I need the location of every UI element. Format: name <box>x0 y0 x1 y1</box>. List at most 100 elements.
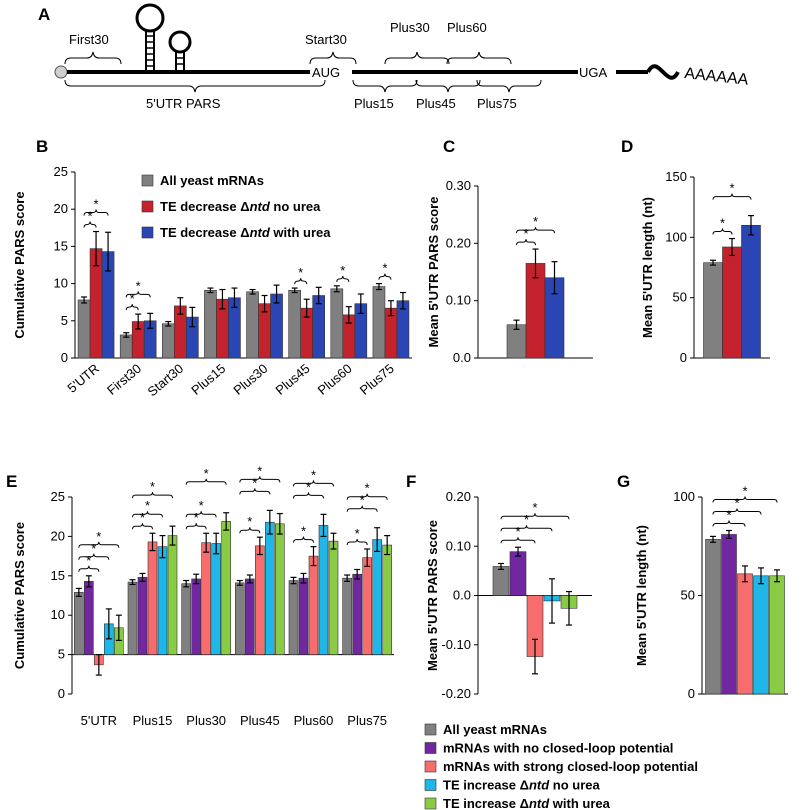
y-tick-label: 150 <box>665 169 687 184</box>
y-tick-label: 25 <box>54 164 68 179</box>
first30-bracket <box>64 51 122 65</box>
significance-star: * <box>382 261 387 276</box>
legend-swatch <box>141 226 154 239</box>
bar <box>492 566 510 596</box>
aug-label: AUG <box>312 65 340 80</box>
bar <box>509 551 527 596</box>
significance-star: * <box>729 181 734 196</box>
x-tick-label: First30 <box>104 361 144 398</box>
utr-bracket <box>64 79 326 93</box>
bar <box>157 546 168 655</box>
significance-bracket <box>500 513 570 520</box>
bar <box>705 539 721 695</box>
significance-bracket <box>346 505 378 512</box>
stem-loop-1-icon <box>135 3 165 72</box>
significance-bracket <box>516 239 536 246</box>
y-tick-label: 50 <box>673 290 687 305</box>
start30-bracket <box>309 51 357 65</box>
x-tick-label: Start30 <box>144 361 186 399</box>
legend-swatch <box>424 797 437 810</box>
y-tick-label: 0 <box>61 350 68 365</box>
plus30-label: Plus30 <box>390 20 430 35</box>
y-tick-label: 15 <box>51 568 65 583</box>
legend-swatch <box>424 760 437 773</box>
significance-bracket <box>78 553 110 560</box>
utr-label: 5'UTR PARS <box>146 96 221 111</box>
bar <box>181 583 191 655</box>
y-tick-label: 0.10 <box>446 538 471 553</box>
bar <box>722 246 742 359</box>
bar <box>342 577 352 655</box>
significance-bracket <box>293 536 314 543</box>
legend-swatch <box>424 742 437 754</box>
x-tick-label: Plus60 <box>315 361 355 398</box>
panel-a-diagram: A AUG UGA AAAAAA F <box>38 3 750 111</box>
x-tick-label: Plus60 <box>294 713 334 728</box>
bar <box>147 541 158 655</box>
y-axis-title: Mean 5'UTR length (nt) <box>634 525 649 666</box>
significance-bracket <box>132 511 163 518</box>
panel-letter-b: B <box>36 137 48 156</box>
significance-star: * <box>199 498 204 513</box>
significance-star: * <box>720 216 725 231</box>
significance-bracket <box>185 478 227 485</box>
y-axis-title: Cumulative PARS score <box>12 191 27 338</box>
uga-label: UGA <box>579 65 608 80</box>
bar <box>204 289 217 359</box>
panel-letter-e: E <box>6 472 17 491</box>
bar <box>737 573 753 695</box>
chart-f: -0.20 -0.10 0.0 0.10 0.20 Mean 5'UTR PARS sco… <box>425 489 592 701</box>
significance-bracket <box>239 488 271 495</box>
significance-star: * <box>86 553 91 568</box>
plus75-label: Plus75 <box>477 96 517 111</box>
legend-swatch <box>424 779 437 791</box>
significance-star: * <box>194 510 199 525</box>
plus75-bracket <box>476 79 542 93</box>
y-axis-title: Mean 5'UTR PARS score <box>425 520 440 671</box>
significance-star: * <box>726 507 731 522</box>
y-tick-label: 0 <box>688 686 695 701</box>
significance-bracket <box>712 520 746 527</box>
significance-bracket <box>83 221 97 228</box>
chart-d: 0 50 100 150 Mean 5'UTR length (nt) * * <box>640 169 770 365</box>
significance-bracket <box>185 511 217 518</box>
bar <box>211 543 221 655</box>
bar <box>275 523 285 655</box>
bar <box>769 575 785 695</box>
significance-star: * <box>298 265 303 280</box>
significance-star: * <box>136 278 141 293</box>
x-tick-label: Plus30 <box>230 361 270 398</box>
significance-bracket <box>346 493 388 500</box>
plus60-bracket <box>446 51 512 65</box>
significance-star: * <box>360 493 365 508</box>
bar <box>127 581 138 655</box>
bar <box>137 577 148 655</box>
plus15-label: Plus15 <box>354 96 394 111</box>
bar <box>352 573 362 655</box>
plus45-bracket <box>415 79 481 93</box>
significance-star: * <box>94 197 99 212</box>
bar <box>721 534 737 695</box>
x-tick-label: Plus45 <box>240 713 280 728</box>
significance-star: * <box>524 512 529 527</box>
bar <box>270 293 283 359</box>
bar <box>741 224 761 359</box>
bar <box>328 540 339 655</box>
significance-star: * <box>130 291 135 306</box>
x-tick-label: Plus15 <box>133 713 173 728</box>
y-tick-label: 15 <box>54 238 68 253</box>
significance-bracket <box>132 492 173 499</box>
y-tick-label: -0.10 <box>441 637 471 652</box>
squiggle-icon <box>646 64 680 80</box>
legend-label: TE decrease Δntd with urea <box>160 225 331 240</box>
bar <box>119 334 133 359</box>
significance-star: * <box>91 541 96 556</box>
chart-e: 0 5 10 15 20 25 Cumulative PARS score 5'UTR Plus… <box>12 463 394 728</box>
legend-swatch <box>141 174 154 187</box>
significance-star: * <box>533 214 538 229</box>
polya-label: AAAAAA <box>684 65 750 89</box>
significance-bracket <box>712 508 762 515</box>
bar <box>74 592 84 655</box>
bar <box>235 582 245 655</box>
y-tick-label: 100 <box>673 489 695 504</box>
